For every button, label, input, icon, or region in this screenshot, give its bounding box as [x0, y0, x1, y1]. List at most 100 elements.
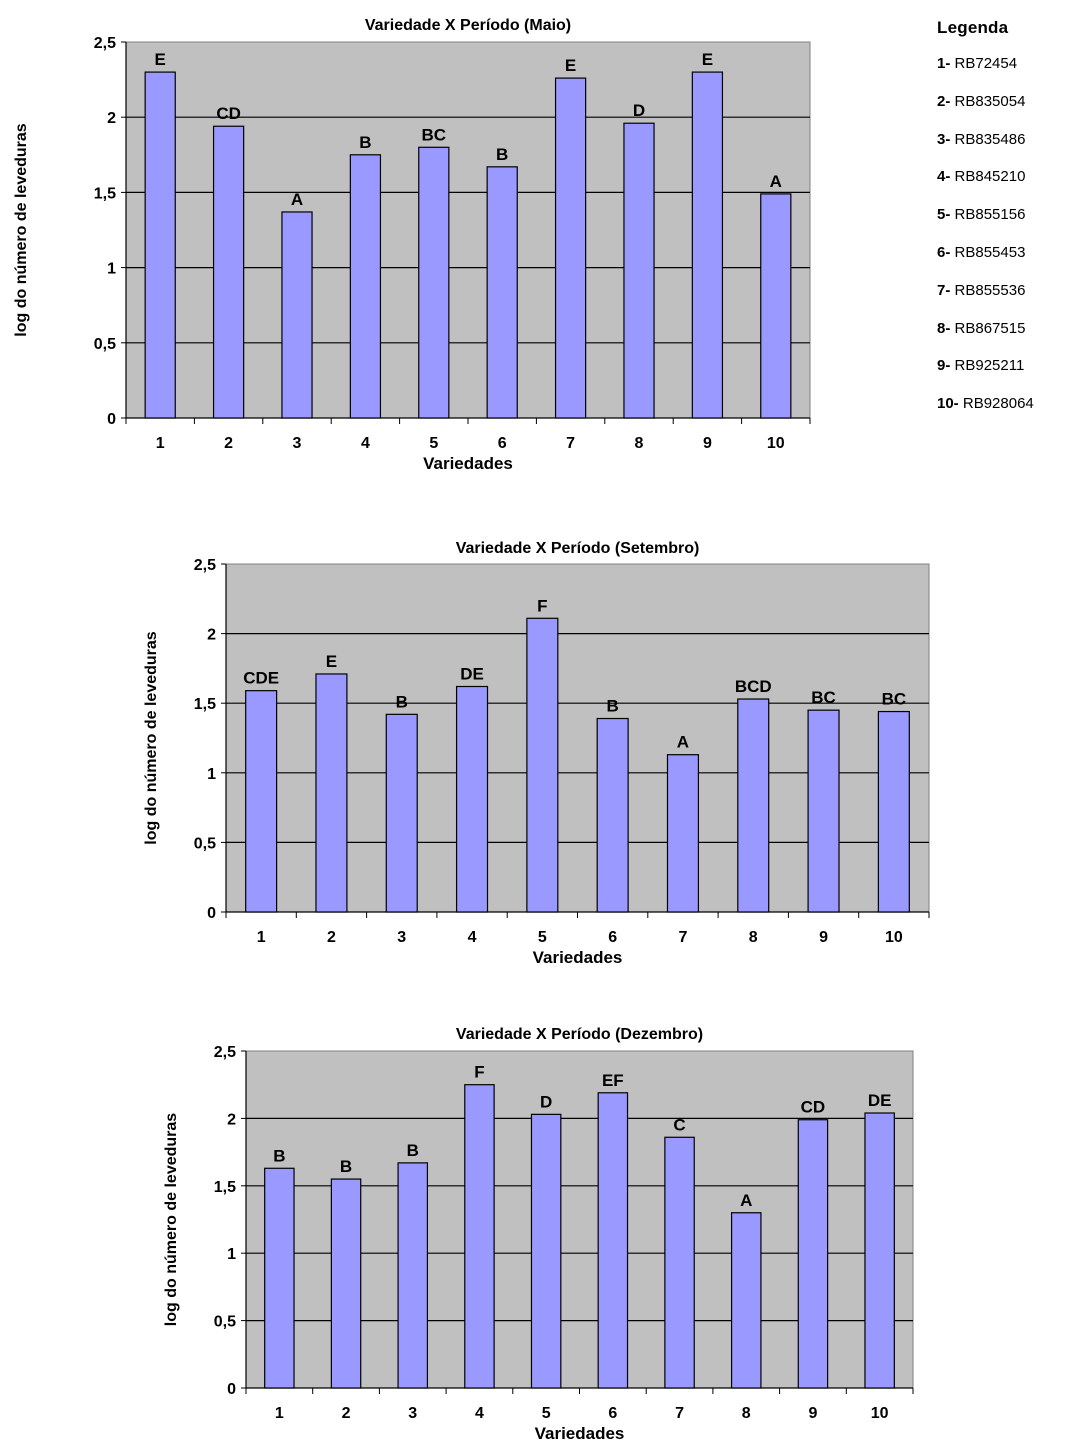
bar — [664, 1136, 695, 1389]
legend-item: 3- RB835486 — [937, 131, 1085, 169]
x-tick-label: 9 — [703, 435, 712, 452]
bar-data-label: EF — [602, 1071, 624, 1090]
bar — [877, 710, 910, 913]
x-axis-label: Variedades — [535, 1424, 625, 1443]
bar-data-label: E — [702, 50, 713, 69]
bar — [864, 1112, 895, 1389]
bar — [730, 1212, 762, 1389]
legend-item-name: RB928064 — [962, 395, 1034, 413]
x-tick-label: 7 — [566, 435, 575, 452]
bar-data-label: E — [326, 652, 337, 671]
legend-item-name: RB855156 — [954, 206, 1026, 224]
legend-item-number: 7- — [937, 281, 951, 299]
bar-data-label: D — [540, 1092, 552, 1111]
x-tick-label: 6 — [608, 1405, 617, 1422]
y-tick-label: 2 — [227, 1111, 236, 1128]
legend-item-name: RB835054 — [954, 92, 1026, 110]
bar-data-label: A — [291, 190, 303, 209]
chart-title: Variedade X Período (Maio) — [365, 17, 571, 34]
bar-data-label: CDE — [243, 669, 279, 688]
bar-data-label: BC — [882, 690, 907, 709]
x-axis-label: Variedades — [533, 948, 623, 967]
bar — [385, 713, 418, 913]
bar-data-label: B — [273, 1146, 285, 1165]
legend-item-number: 9- — [937, 357, 951, 375]
bar-data-label: E — [155, 50, 166, 69]
x-tick-label: 10 — [885, 929, 903, 946]
y-tick-label: 0 — [107, 411, 116, 428]
bar-data-label: F — [474, 1063, 484, 1082]
y-tick-label: 2,5 — [94, 35, 116, 52]
legend-item-number: 3- — [937, 130, 951, 148]
legend-item-number: 1- — [937, 55, 951, 72]
legend-item-number: 8- — [937, 319, 951, 337]
x-tick-label: 8 — [635, 435, 644, 452]
x-tick-label: 3 — [293, 435, 302, 452]
bar — [530, 1113, 562, 1389]
bar-data-label: B — [396, 692, 408, 711]
chart-title: Variedade X Período (Setembro) — [456, 540, 700, 557]
x-tick-label: 2 — [327, 929, 336, 946]
legend-item-name: RB855453 — [954, 243, 1026, 261]
bar-data-label: C — [673, 1115, 685, 1134]
legend-item-name: RB855536 — [954, 281, 1026, 299]
x-tick-label: 10 — [767, 435, 785, 452]
y-axis-label: log do número de leveduras — [13, 123, 30, 336]
y-tick-label: 2,5 — [214, 1044, 236, 1061]
bar-data-label: B — [607, 697, 619, 716]
legend-item: 6- RB855453 — [937, 244, 1085, 282]
x-tick-label: 1 — [257, 929, 266, 946]
y-axis-label: log do número de leveduras — [143, 631, 160, 844]
bar — [418, 146, 450, 419]
bar — [144, 71, 176, 419]
x-tick-label: 10 — [871, 1405, 889, 1422]
bar-data-label: E — [565, 56, 576, 75]
legend-item: 1- RB72454 — [937, 55, 1085, 93]
legend-item-number: 4- — [937, 168, 951, 186]
bar — [455, 685, 489, 913]
bar — [554, 77, 587, 419]
y-tick-label: 2 — [107, 110, 116, 127]
x-tick-label: 5 — [538, 929, 547, 946]
x-tick-label: 8 — [749, 929, 758, 946]
legend-item-number: 5- — [937, 206, 951, 224]
bar-data-label: DE — [460, 664, 484, 683]
legend-title: Legenda — [937, 18, 1009, 37]
bar-data-label: BC — [422, 125, 447, 144]
x-tick-label: 3 — [408, 1405, 417, 1422]
y-tick-label: 0 — [207, 905, 216, 922]
x-tick-label: 9 — [808, 1405, 817, 1422]
legend-item: 5- RB855156 — [937, 206, 1085, 244]
y-tick-label: 1 — [227, 1246, 236, 1263]
legend-item: 4- RB845210 — [937, 168, 1085, 206]
legend-item-name: RB835486 — [954, 130, 1026, 148]
y-tick-label: 0,5 — [194, 835, 216, 852]
y-tick-label: 0,5 — [214, 1314, 236, 1331]
bar-data-label: B — [340, 1157, 352, 1176]
legend-item-number: 2- — [937, 92, 951, 110]
y-tick-label: 1,5 — [194, 696, 216, 713]
legend-item-name: RB72454 — [954, 55, 1018, 72]
bar-data-label: CD — [216, 104, 241, 123]
legend-item-name: RB845210 — [954, 168, 1026, 186]
legend-item-name: RB867515 — [954, 319, 1026, 337]
bar-data-label: BCD — [735, 677, 772, 696]
bar-data-label: A — [677, 733, 689, 752]
bar — [623, 122, 655, 419]
bar-chart: 0 0,5 1 1,5 2 2,5 CDE 1 E 2 B 3 DE 4 F 5 B 6 A 7 BCD 8 BC 9 BC 10… — [143, 540, 930, 967]
legend-item-number: 6- — [937, 243, 951, 261]
legend-item-name: RB925211 — [954, 357, 1025, 375]
y-tick-label: 1 — [207, 766, 216, 783]
x-tick-label: 7 — [675, 1405, 684, 1422]
bar — [315, 673, 348, 913]
y-tick-label: 0 — [227, 1381, 236, 1398]
bar — [281, 211, 313, 419]
x-tick-label: 6 — [608, 929, 617, 946]
x-tick-label: 5 — [542, 1405, 551, 1422]
x-tick-label: 1 — [275, 1405, 284, 1422]
bar — [807, 709, 840, 913]
legend-item: 2- RB835054 — [937, 93, 1085, 131]
x-tick-label: 7 — [678, 929, 687, 946]
bar — [486, 166, 518, 419]
